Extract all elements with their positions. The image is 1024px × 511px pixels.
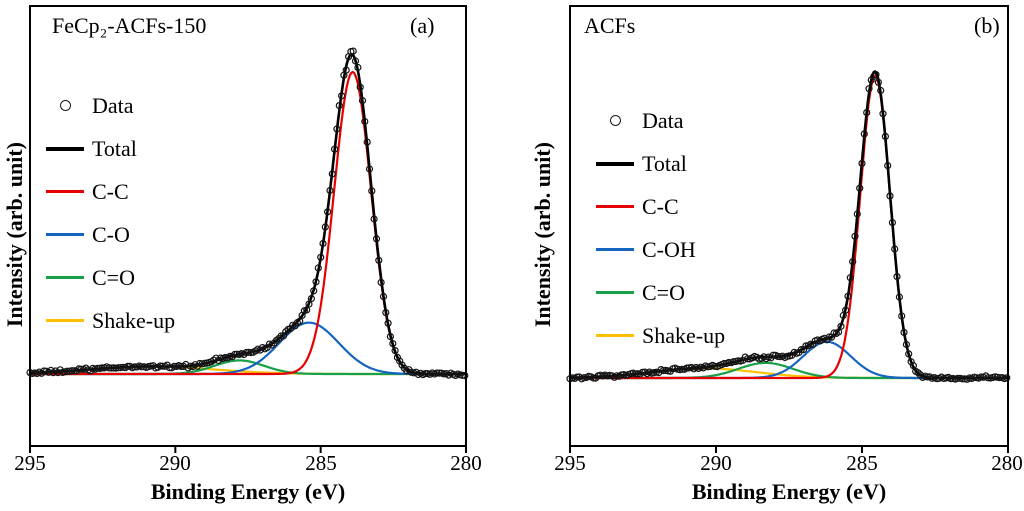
panel-b-ylabel-wrap: Intensity (arb. unit) [528,0,558,470]
panel-b-title: ACFs [584,13,636,38]
legend-item-c2o: C=O [46,256,175,299]
total-line-icon [46,146,84,151]
x-tick-label: 280 [450,451,482,475]
panel-a-x-axis-label: Binding Energy (eV) [150,479,346,504]
legend-label: C=O [642,279,685,305]
legend-label: Data [92,92,134,118]
cc-line-icon [596,205,634,208]
panel-a-legend: Data Total C-C C-O C=O Shake-up [46,84,175,342]
legend-label: Total [642,150,687,176]
legend-label: C-O [92,221,130,247]
legend-item-shakeup: Shake-up [46,299,175,342]
coh-line-icon [596,248,634,251]
legend-label: C=O [92,264,135,290]
legend-label: C-C [642,193,679,219]
legend-item-cc: C-C [596,185,725,228]
co-line-icon [46,233,84,236]
legend-label: C-C [92,178,129,204]
data-marker-icon [609,115,621,126]
c2o-line-icon [46,276,84,279]
legend-label: Total [92,135,137,161]
shakeup-line-icon [596,334,634,337]
legend-label: Data [642,107,684,133]
panel-b-x-axis-label: Binding Energy (eV) [691,479,887,504]
cc-line-icon [46,190,84,193]
panel-a: FeCp₂-ACFs-150 (a) Intensity (arb. unit)… [0,0,482,504]
data-marker-icon [59,100,71,111]
shakeup-line-icon [46,319,84,322]
panel-b-letter: (b) [974,13,1000,38]
x-tick-label: 295 [14,451,46,475]
panel-b-y-axis-label: Intensity (arb. unit) [530,142,555,328]
panel-a-plot [26,5,469,453]
panel-b-legend: Data Total C-C C-OH C=O Shake-up [596,99,725,357]
legend-item-shakeup: Shake-up [596,314,725,357]
panel-a-ylabel-wrap: Intensity (arb. unit) [0,0,30,470]
legend-item-data: Data [46,84,175,127]
panel-a-title: FeCp₂-ACFs-150 [52,13,207,38]
x-tick-label: 285 [305,451,337,475]
legend-label: C-OH [642,236,696,262]
legend-label: Shake-up [92,307,176,333]
legend-item-total: Total [46,127,175,170]
x-tick-label: 280 [991,451,1023,475]
x-tick-label: 290 [700,451,732,475]
x-tick-label: 290 [159,451,191,475]
legend-label: Shake-up [642,322,726,348]
x-tick-label: 295 [554,451,586,475]
legend-item-data: Data [596,99,725,142]
panel-b-plot [566,5,1011,453]
x-tick-label: 285 [846,451,878,475]
legend-item-cc: C-C [46,170,175,213]
c2o-line-icon [596,291,634,294]
legend-item-coh: C-OH [596,228,725,271]
legend-item-total: Total [596,142,725,185]
panel-a-letter: (a) [410,13,435,38]
panel-a-y-axis-label: Intensity (arb. unit) [2,142,27,328]
total-line-icon [596,161,634,166]
legend-item-c2o: C=O [596,271,725,314]
legend-item-co: C-O [46,213,175,256]
panel-b: ACFs (b) Intensity (arb. unit) Binding E… [512,0,1024,511]
